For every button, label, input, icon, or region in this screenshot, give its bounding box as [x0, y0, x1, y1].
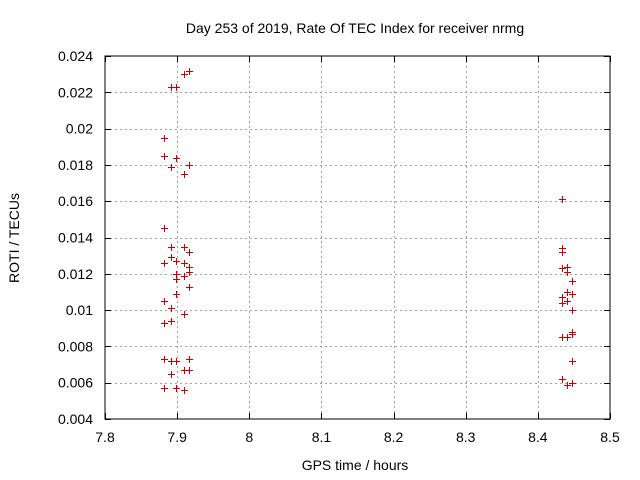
data-point — [564, 334, 571, 341]
data-point — [186, 249, 193, 256]
data-point — [173, 358, 180, 365]
data-point — [181, 244, 188, 251]
chart-title: Day 253 of 2019, Rate Of TEC Index for r… — [186, 20, 524, 36]
data-point — [173, 385, 180, 392]
x-tick-label: 8.1 — [312, 429, 332, 445]
data-point — [161, 298, 168, 305]
data-point — [161, 135, 168, 142]
x-tick-label: 8.2 — [384, 429, 404, 445]
data-point — [161, 385, 168, 392]
data-point — [569, 329, 576, 336]
x-tick-label: 8.4 — [528, 429, 548, 445]
y-tick-label: 0.004 — [58, 411, 93, 427]
data-point — [173, 276, 180, 283]
data-point — [161, 225, 168, 232]
data-point — [186, 284, 193, 291]
plot-frame — [104, 55, 611, 420]
data-point — [168, 244, 175, 251]
data-point — [186, 162, 193, 169]
data-point — [181, 71, 188, 78]
data-point — [569, 291, 576, 298]
data-point — [168, 254, 175, 261]
data-point — [173, 155, 180, 162]
data-point — [559, 294, 566, 301]
data-points — [161, 68, 576, 394]
data-point — [559, 300, 566, 307]
y-tick-label: 0.014 — [58, 230, 93, 246]
data-point — [564, 269, 571, 276]
y-axis-label: ROTI / TECUs — [6, 193, 22, 283]
data-point — [181, 387, 188, 394]
y-tick-labels: 0.004 0.006 0.008 0.01 0.012 0.014 0.016 0.018 0… — [58, 48, 93, 427]
data-point — [181, 171, 188, 178]
data-point — [168, 164, 175, 171]
data-point — [181, 273, 188, 280]
data-point — [173, 84, 180, 91]
data-point — [559, 196, 566, 203]
axis-ticks — [105, 56, 611, 420]
x-tick-label: 8.5 — [600, 429, 620, 445]
data-point — [186, 356, 193, 363]
grid-lines — [105, 56, 610, 419]
data-point — [168, 318, 175, 325]
data-point — [559, 249, 566, 256]
x-axis-label: GPS time / hours — [302, 457, 409, 473]
x-tick-labels: 7.8 7.9 8 8.1 8.2 8.3 8.4 8.5 — [95, 429, 620, 445]
y-tick-label: 0.01 — [66, 302, 93, 318]
y-tick-label: 0.018 — [58, 157, 93, 173]
data-point — [564, 289, 571, 296]
data-point — [186, 68, 193, 75]
y-tick-label: 0.022 — [58, 84, 93, 100]
y-tick-label: 0.008 — [58, 338, 93, 354]
y-tick-label: 0.02 — [66, 121, 93, 137]
data-point — [161, 260, 168, 267]
data-point — [173, 291, 180, 298]
data-point — [168, 305, 175, 312]
data-point — [569, 278, 576, 285]
data-point — [569, 358, 576, 365]
y-tick-label: 0.012 — [58, 266, 93, 282]
data-point — [569, 380, 576, 387]
y-tick-label: 0.016 — [58, 193, 93, 209]
x-tick-label: 7.8 — [95, 429, 115, 445]
data-point — [569, 307, 576, 314]
x-tick-label: 7.9 — [167, 429, 187, 445]
data-point — [186, 367, 193, 374]
data-point — [559, 376, 566, 383]
y-tick-label: 0.006 — [58, 375, 93, 391]
data-point — [161, 356, 168, 363]
data-point — [564, 298, 571, 305]
y-tick-label: 0.024 — [58, 48, 93, 64]
data-point — [161, 153, 168, 160]
data-point — [161, 320, 168, 327]
x-tick-label: 8 — [245, 429, 253, 445]
data-point — [559, 265, 566, 272]
data-point — [181, 311, 188, 318]
data-point — [173, 258, 180, 265]
x-tick-label: 8.3 — [456, 429, 476, 445]
data-point — [186, 269, 193, 276]
data-point — [181, 260, 188, 267]
data-point — [564, 382, 571, 389]
data-point — [168, 371, 175, 378]
